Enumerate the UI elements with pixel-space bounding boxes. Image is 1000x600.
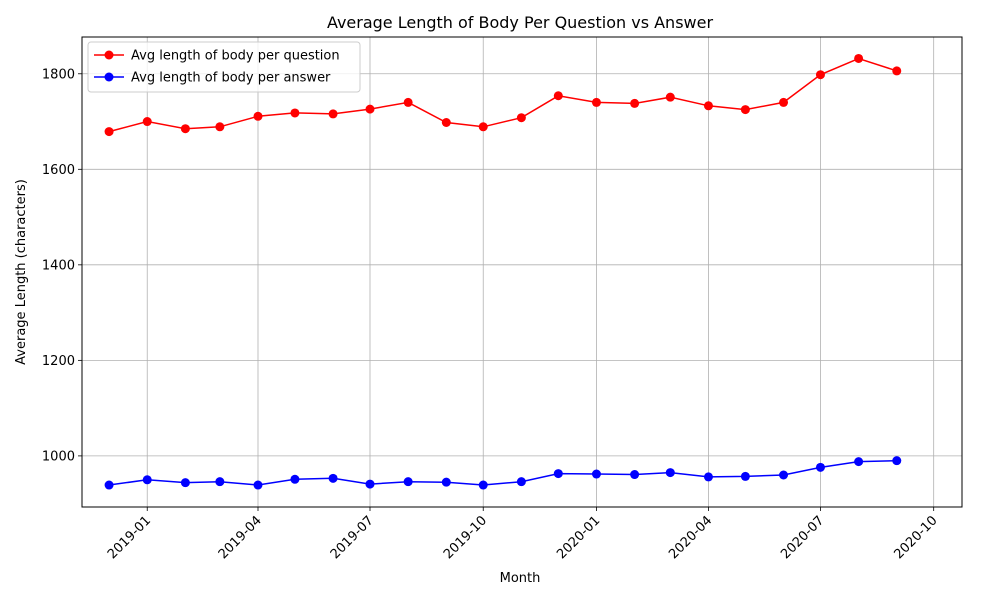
legend-label-answer: Avg length of body per answer [131, 71, 331, 86]
data-point [591, 97, 601, 107]
data-point [892, 456, 902, 466]
data-point [703, 101, 713, 111]
data-point [253, 111, 263, 121]
data-point [854, 53, 864, 63]
data-point [740, 105, 750, 115]
x-axis-label: Month [500, 571, 541, 586]
data-point [779, 470, 789, 480]
data-point [253, 480, 263, 490]
data-point [665, 468, 675, 478]
y-tick-label: 1200 [42, 354, 75, 369]
y-axis-ticks: 1000 1200 1400 1600 1800 [42, 67, 82, 464]
data-point [441, 477, 451, 487]
data-point [516, 477, 526, 487]
data-point [215, 477, 225, 487]
data-point [403, 477, 413, 487]
data-point [854, 457, 864, 467]
y-tick-label: 1600 [42, 163, 75, 178]
data-point [142, 475, 152, 485]
data-point [290, 474, 300, 484]
data-point [553, 469, 563, 479]
legend: Avg length of body per question Avg leng… [87, 41, 361, 93]
data-point [516, 113, 526, 123]
data-point [328, 109, 338, 119]
data-point [740, 471, 750, 481]
data-point [215, 122, 225, 132]
data-point [703, 472, 713, 482]
data-point [365, 479, 375, 489]
legend-marker-answer [104, 72, 114, 82]
data-point [892, 66, 902, 76]
data-point [365, 104, 375, 114]
legend-box [87, 41, 361, 93]
data-point [180, 124, 190, 134]
series-line-0 [108, 57, 898, 133]
data-point [815, 70, 825, 80]
grid-lines [82, 37, 962, 507]
data-point [665, 92, 675, 102]
data-point [478, 480, 488, 490]
chart-title: Average Length of Body Per Question vs A… [327, 13, 714, 32]
y-tick-label: 1400 [42, 258, 75, 273]
data-point [630, 98, 640, 108]
data-point [180, 478, 190, 488]
y-tick-label: 1800 [42, 67, 75, 82]
data-point [630, 470, 640, 480]
data-point [142, 117, 152, 127]
y-tick-label: 1000 [42, 449, 75, 464]
data-point [553, 91, 563, 101]
series-line-1 [108, 459, 897, 486]
data-point [591, 469, 601, 479]
data-point [779, 97, 789, 107]
legend-label-question: Avg length of body per question [131, 49, 340, 64]
y-axis-label: Average Length (characters) [14, 179, 29, 365]
data-point [104, 480, 114, 490]
data-point [815, 462, 825, 472]
data-point [290, 108, 300, 118]
plot-series [104, 53, 902, 490]
data-point [403, 97, 413, 107]
legend-marker-question [104, 50, 114, 60]
data-point [478, 122, 488, 132]
plot-frame [81, 36, 963, 508]
data-point [328, 473, 338, 483]
data-point [104, 127, 114, 137]
data-point [441, 117, 451, 127]
